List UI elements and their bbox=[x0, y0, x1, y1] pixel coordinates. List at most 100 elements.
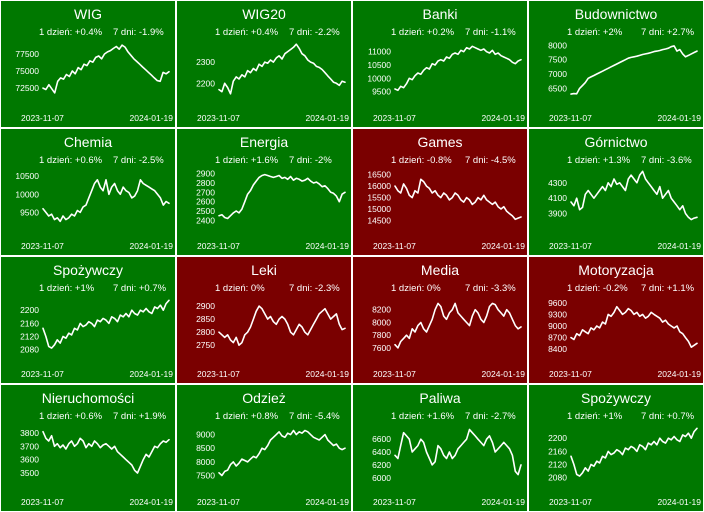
price-line bbox=[218, 305, 346, 346]
y-tick-label: 2500 bbox=[196, 206, 215, 216]
change-1d: 1 dzień: +1.6% bbox=[215, 155, 279, 166]
y-tick-label: 2160 bbox=[20, 318, 39, 328]
y-tick-label: 7500 bbox=[196, 471, 215, 481]
y-tick-label: 10000 bbox=[367, 73, 391, 83]
x-start-label: 2023-11-07 bbox=[373, 113, 416, 123]
y-tick-label: 7500 bbox=[548, 55, 567, 65]
y-tick-label: 8400 bbox=[548, 344, 567, 354]
sector-chart: Spożywczy 1 dzień: +1% 7 dni: +0.7% 2080 212… bbox=[20, 262, 173, 379]
change-1d: 1 dzień: +2% bbox=[567, 27, 623, 38]
price-line bbox=[570, 170, 698, 221]
y-tick-label: 7600 bbox=[372, 343, 391, 353]
y-tick-label: 2200 bbox=[196, 78, 215, 88]
panel-title: Paliwa bbox=[419, 390, 460, 406]
price-line bbox=[42, 299, 170, 349]
change-7d: 7 dni: -2.7% bbox=[465, 411, 516, 422]
sector-panel: Media 1 dzień: 0% 7 dni: -3.3% 7600 7800 8000… bbox=[352, 256, 528, 384]
sector-panel: WIG20 1 dzień: +0.4% 7 dni: -2.2% 2200 2300 2… bbox=[176, 0, 352, 128]
y-tick-label: 3600 bbox=[20, 455, 39, 465]
y-tick-label: 10500 bbox=[367, 60, 391, 70]
x-start-label: 2023-11-07 bbox=[21, 241, 64, 251]
panel-title: Spożywczy bbox=[581, 390, 651, 406]
x-start-label: 2023-11-07 bbox=[373, 241, 416, 251]
price-line bbox=[394, 428, 522, 476]
y-tick-label: 2900 bbox=[196, 301, 215, 311]
sector-chart: WIG 1 dzień: +0.4% 7 dni: -1.9% 72500 75000 7… bbox=[15, 6, 173, 123]
y-tick-label: 10500 bbox=[15, 171, 39, 181]
change-1d: 1 dzień: +0.6% bbox=[39, 155, 103, 166]
x-start-label: 2023-11-07 bbox=[549, 241, 592, 251]
change-7d: 7 dni: +0.7% bbox=[113, 283, 167, 294]
y-tick-label: 75000 bbox=[15, 66, 39, 76]
y-tick-label: 2400 bbox=[196, 215, 215, 225]
y-tick-label: 6500 bbox=[548, 83, 567, 93]
y-tick-label: 3500 bbox=[20, 468, 39, 478]
y-tick-label: 2080 bbox=[20, 345, 39, 355]
panel-title: Chemia bbox=[64, 134, 112, 150]
price-line bbox=[218, 173, 346, 220]
change-7d: 7 dni: -4.5% bbox=[465, 155, 516, 166]
price-line bbox=[570, 45, 698, 95]
x-start-label: 2023-11-07 bbox=[197, 497, 240, 507]
y-tick-label: 6200 bbox=[372, 460, 391, 470]
sector-panel: Leki 1 dzień: 0% 7 dni: -2.3% 2750 2800 2850 2… bbox=[176, 256, 352, 384]
x-end-label: 2024-01-19 bbox=[658, 241, 702, 251]
y-tick-label: 16000 bbox=[367, 181, 391, 191]
change-1d: 1 dzień: +1% bbox=[39, 283, 95, 294]
change-7d: 7 dni: -5.4% bbox=[289, 411, 340, 422]
change-7d: 7 dni: -3.6% bbox=[641, 155, 692, 166]
y-tick-label: 8000 bbox=[548, 40, 567, 50]
x-end-label: 2024-01-19 bbox=[306, 241, 350, 251]
y-tick-label: 11000 bbox=[368, 47, 391, 57]
x-end-label: 2024-01-19 bbox=[482, 241, 526, 251]
y-tick-label: 3700 bbox=[20, 441, 39, 451]
change-7d: 7 dni: -1.9% bbox=[113, 27, 164, 38]
sector-panel: WIG 1 dzień: +0.4% 7 dni: -1.9% 72500 75000 7… bbox=[0, 0, 176, 128]
panel-title: Budownictwo bbox=[575, 6, 658, 22]
y-tick-label: 7000 bbox=[548, 69, 567, 79]
x-end-label: 2024-01-19 bbox=[482, 497, 526, 507]
y-tick-label: 9300 bbox=[548, 309, 567, 319]
change-1d: 1 dzień: 0% bbox=[215, 283, 265, 294]
sector-chart: Media 1 dzień: 0% 7 dni: -3.3% 7600 7800 8000… bbox=[372, 262, 525, 379]
sector-panel: Games 1 dzień: -0.8% 7 dni: -4.5% 14500 1500… bbox=[352, 128, 528, 256]
y-tick-label: 8000 bbox=[372, 317, 391, 327]
x-end-label: 2024-01-19 bbox=[306, 497, 350, 507]
change-7d: 7 dni: -1.1% bbox=[465, 27, 516, 38]
sector-chart: Games 1 dzień: -0.8% 7 dni: -4.5% 145001500… bbox=[367, 134, 526, 251]
y-tick-label: 9500 bbox=[20, 207, 39, 217]
sector-chart: Odzież 1 dzień: +0.8% 7 dni: -5.4% 7500 8000… bbox=[196, 390, 350, 507]
y-tick-label: 2850 bbox=[196, 314, 215, 324]
sector-panel: Budownictwo 1 dzień: +2% 7 dni: +2.7% 6500 7… bbox=[528, 0, 704, 128]
sector-chart: Chemia 1 dzień: +0.6% 7 dni: -2.5% 9500 1000… bbox=[15, 134, 173, 251]
panel-title: Games bbox=[417, 134, 462, 150]
x-start-label: 2023-11-07 bbox=[21, 497, 64, 507]
price-line bbox=[218, 429, 346, 477]
change-7d: 7 dni: +1.9% bbox=[113, 411, 167, 422]
price-line bbox=[394, 302, 522, 349]
x-start-label: 2023-11-07 bbox=[549, 369, 592, 379]
change-1d: 1 dzień: +0.2% bbox=[391, 27, 455, 38]
y-tick-label: 9000 bbox=[548, 321, 567, 331]
y-tick-label: 15000 bbox=[367, 204, 391, 214]
sector-panel: Spożywczy 1 dzień: +1% 7 dni: +0.7% 2080 212… bbox=[528, 384, 704, 512]
sector-panel: Górnictwo 1 dzień: +1.3% 7 dni: -3.6% 3900 4… bbox=[528, 128, 704, 256]
y-tick-label: 2700 bbox=[196, 187, 215, 197]
price-line bbox=[394, 45, 522, 92]
price-line bbox=[42, 178, 170, 223]
y-tick-label: 2750 bbox=[196, 340, 215, 350]
panel-title: Spożywczy bbox=[53, 262, 123, 278]
panel-title: Odzież bbox=[242, 390, 286, 406]
y-tick-label: 6600 bbox=[372, 434, 391, 444]
y-tick-label: 2200 bbox=[20, 305, 39, 315]
y-tick-label: 2160 bbox=[548, 446, 567, 456]
panel-title: Banki bbox=[422, 6, 457, 22]
x-end-label: 2024-01-19 bbox=[658, 113, 702, 123]
x-start-label: 2023-11-07 bbox=[373, 369, 416, 379]
sector-panel: Motoryzacja 1 dzień: -0.2% 7 dni: +1.1% 840… bbox=[528, 256, 704, 384]
x-end-label: 2024-01-19 bbox=[482, 113, 526, 123]
change-7d: 7 dni: -2.2% bbox=[289, 27, 340, 38]
sector-panel: Nieruchomości 1 dzień: +0.6% 7 dni: +1.9% 3… bbox=[0, 384, 176, 512]
